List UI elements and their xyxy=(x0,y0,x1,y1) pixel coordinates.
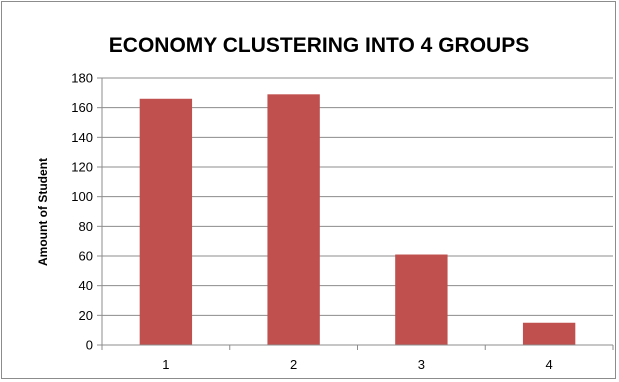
y-tick-label: 40 xyxy=(79,278,93,293)
x-tick-label: 2 xyxy=(290,357,297,372)
chart-title: ECONOMY CLUSTERING INTO 4 GROUPS xyxy=(109,34,529,57)
y-tick-label: 180 xyxy=(71,71,93,86)
y-tick-label: 100 xyxy=(71,189,93,204)
y-tick-label: 140 xyxy=(71,130,93,145)
y-tick-label: 120 xyxy=(71,160,93,175)
y-tick-label: 0 xyxy=(86,338,93,353)
bar-2 xyxy=(267,94,320,345)
y-tick-label: 160 xyxy=(71,100,93,115)
x-tick-label: 3 xyxy=(418,357,425,372)
y-axis-label: Amount of Student xyxy=(36,158,50,266)
y-tick-label: 60 xyxy=(79,249,93,264)
bar-1 xyxy=(139,98,193,346)
y-tick-label: 80 xyxy=(79,219,93,234)
x-tick-label: 1 xyxy=(162,357,169,372)
x-tick-labels: 1 2 3 4 xyxy=(162,357,552,372)
y-tick-label: 20 xyxy=(79,308,93,323)
bar-4 xyxy=(522,322,576,345)
x-tick-label: 4 xyxy=(546,357,553,372)
y-tick-labels: 0 20 40 60 80 100 120 140 160 180 xyxy=(71,71,93,353)
bar-3 xyxy=(395,254,448,345)
axes xyxy=(97,77,614,350)
bars xyxy=(139,94,576,346)
